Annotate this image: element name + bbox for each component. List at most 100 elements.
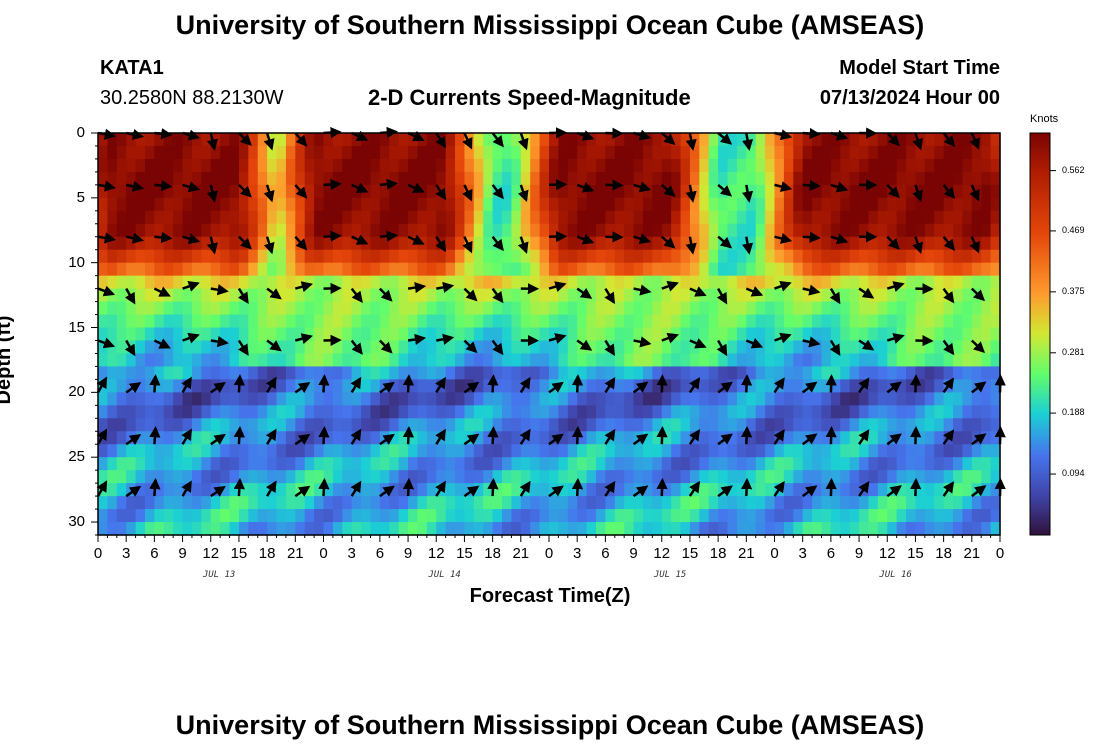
heatmap-cell	[699, 262, 710, 277]
heatmap-cell	[605, 405, 616, 419]
heatmap-cell	[877, 314, 888, 329]
heatmap-cell	[774, 392, 785, 406]
heatmap-cell	[859, 327, 870, 342]
heatmap-cell	[549, 470, 559, 484]
heatmap-cell	[859, 158, 870, 173]
heatmap-cell	[417, 366, 428, 380]
current-arrow	[125, 485, 142, 498]
heatmap-cell	[906, 262, 917, 277]
heatmap-cell	[126, 133, 137, 147]
heatmap-cell	[285, 171, 296, 186]
heatmap-cell	[624, 483, 635, 497]
heatmap-cell	[727, 509, 738, 523]
heatmap-cell	[577, 418, 588, 432]
heatmap-cell	[398, 457, 409, 471]
heatmap-cell	[699, 353, 710, 368]
current-arrow	[350, 376, 362, 394]
heatmap-cell	[877, 366, 888, 380]
current-arrow	[656, 477, 668, 497]
heatmap-cell	[746, 249, 757, 264]
heatmap-cell	[361, 522, 372, 536]
heatmap-cell	[718, 249, 729, 264]
heatmap-cell	[342, 470, 353, 484]
heatmap-cell	[877, 301, 888, 316]
heatmap-cell	[126, 145, 137, 160]
heatmap-cell	[267, 509, 278, 523]
heatmap-cell	[417, 210, 428, 225]
heatmap-cell	[577, 301, 588, 316]
heatmap-cell	[116, 288, 127, 303]
colorbar-tick-label: 0.188	[1062, 407, 1085, 418]
heatmap-cell	[727, 418, 738, 432]
heatmap-cell	[840, 184, 851, 199]
current-arrow	[379, 381, 395, 394]
heatmap-cell	[718, 262, 729, 277]
heatmap-cell	[906, 249, 917, 264]
heatmap-cell	[671, 483, 682, 497]
heatmap-cell	[135, 418, 146, 432]
current-arrow	[294, 485, 311, 498]
heatmap-cell	[116, 184, 127, 199]
heatmap-cell	[577, 210, 588, 225]
heatmap-cell	[605, 392, 616, 406]
heatmap-cell	[483, 392, 494, 406]
heatmap-cell	[285, 457, 296, 471]
heatmap-cell	[680, 483, 691, 497]
heatmap-cell	[426, 405, 437, 419]
heatmap-cell	[624, 353, 635, 368]
heatmap-cell	[408, 210, 419, 225]
heatmap-cell	[342, 171, 353, 186]
current-arrow	[379, 433, 395, 446]
heatmap-cell	[220, 366, 231, 380]
heatmap-cell	[558, 223, 569, 238]
heatmap-cell	[802, 470, 813, 484]
heatmap-cell	[473, 418, 484, 432]
heatmap-cell	[558, 158, 569, 173]
heatmap-cell	[727, 444, 738, 458]
heatmap-cell	[614, 133, 625, 147]
heatmap-cell	[201, 275, 212, 290]
heatmap-cell	[812, 366, 823, 380]
heatmap-cell	[859, 275, 870, 290]
heatmap-cell	[943, 158, 954, 173]
heatmap-cell	[962, 314, 973, 329]
heatmap-cell	[389, 184, 400, 199]
heatmap-cell	[577, 327, 588, 342]
current-arrow	[294, 382, 311, 394]
heatmap-cell	[361, 158, 372, 173]
heatmap-cell	[154, 197, 165, 212]
heatmap-cell	[614, 431, 625, 445]
current-arrow	[717, 132, 733, 145]
heatmap-cell	[746, 145, 757, 160]
heatmap-cell	[708, 509, 719, 523]
heatmap-cell	[144, 288, 155, 303]
heatmap-cell	[351, 418, 362, 432]
heatmap-cell	[483, 314, 494, 329]
heatmap-cell	[455, 223, 466, 238]
heatmap-cell	[408, 457, 419, 471]
heatmap-cell	[295, 197, 306, 212]
current-arrow	[604, 287, 615, 305]
heatmap-cell	[267, 366, 278, 380]
heatmap-cell	[351, 158, 362, 173]
heatmap-cell	[868, 327, 879, 342]
current-arrow	[210, 284, 229, 296]
current-arrow	[402, 477, 415, 497]
heatmap-cell	[502, 275, 513, 290]
heatmap-cell	[455, 210, 466, 225]
heatmap-cell	[868, 522, 879, 536]
heatmap-cell	[962, 184, 973, 199]
heatmap-cell	[605, 133, 616, 147]
heatmap-cell	[295, 249, 306, 264]
heatmap-cell	[210, 210, 221, 225]
heatmap-cell	[549, 145, 559, 160]
heatmap-cell	[652, 431, 663, 445]
heatmap-cell	[605, 184, 616, 199]
heatmap-cell	[765, 457, 776, 471]
heatmap-cell	[473, 249, 484, 264]
heatmap-cell	[567, 366, 578, 380]
heatmap-cell	[323, 418, 334, 432]
heatmap-cell	[652, 327, 663, 342]
heatmap-cell	[642, 470, 653, 484]
current-arrow	[182, 181, 201, 193]
